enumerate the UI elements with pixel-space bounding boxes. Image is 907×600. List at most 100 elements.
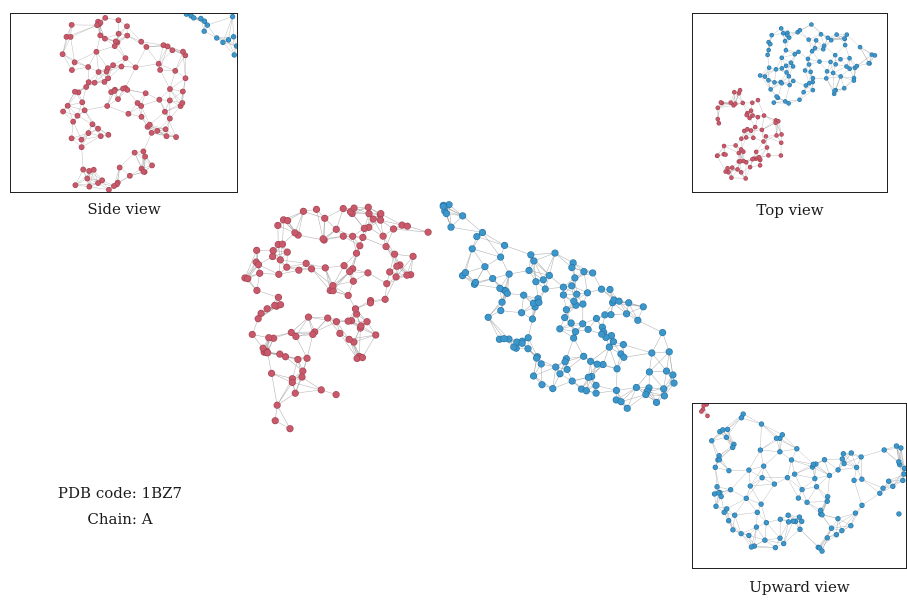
side-red-node (124, 32, 131, 39)
side-red-edge (169, 70, 176, 90)
side-red-edge (143, 132, 152, 152)
blue-chain-node (601, 311, 609, 319)
side-blue-node (214, 35, 220, 41)
blue-chain-node (473, 232, 481, 241)
side-red-node (89, 121, 96, 128)
red-chain-edge (271, 373, 293, 383)
up-blue-node (835, 467, 841, 473)
top-red-node (741, 158, 746, 164)
blue-chain-node (571, 274, 579, 282)
up-blue-edge (743, 413, 762, 425)
blue-chain-node (645, 368, 654, 376)
top-blue-node (806, 37, 811, 42)
red-chain-edge (308, 316, 337, 322)
red-chain-node (276, 256, 284, 264)
side-red-node (134, 100, 141, 106)
up-blue-node (821, 456, 828, 463)
up-blue-node (712, 464, 719, 471)
blue-chain-edge (566, 337, 574, 359)
side-red-edge (125, 67, 136, 89)
top-blue-node (787, 82, 792, 88)
side-red-edge (158, 50, 173, 64)
red-chain-edge (276, 382, 293, 406)
top-blue-node (838, 74, 843, 79)
top-blue-node (757, 73, 763, 78)
up-blue-node (760, 463, 767, 469)
red-chain-node (381, 295, 389, 303)
up-blue-edge (843, 453, 857, 468)
red-chain-edge (380, 213, 403, 226)
up-blue-edge (728, 520, 742, 534)
red-chain-node (278, 240, 287, 248)
blue-chain-node (660, 385, 668, 393)
up-blue-edge (761, 423, 783, 435)
up-blue-node (826, 472, 833, 479)
side-red-node (101, 35, 108, 42)
up-blue-node (833, 531, 840, 538)
blue-chain-node (538, 381, 546, 389)
blue-chain-node (582, 387, 590, 395)
top-blue-node (821, 43, 827, 49)
blue-chain-nodes (439, 201, 678, 412)
red-chain-node (386, 268, 394, 276)
up-blue-node (726, 467, 732, 474)
side-red-edge (169, 88, 183, 104)
red-chain-edge (336, 208, 344, 230)
side-red-edge (175, 51, 184, 71)
up-blue-node (753, 524, 760, 530)
up-blue-node (754, 509, 761, 516)
top-blue-edge (811, 24, 828, 38)
side-red-edge (81, 135, 101, 148)
red-chain-node (265, 334, 273, 342)
up-blue-edge (841, 512, 856, 531)
red-chain-node (274, 293, 283, 301)
red-chain-node (304, 313, 313, 321)
blue-chain-node (620, 353, 628, 361)
up-blue-edge (794, 466, 813, 475)
red-chain-node (275, 270, 283, 278)
up-blue-edge (760, 450, 764, 467)
side-red-node (81, 107, 88, 114)
top-red-node (747, 115, 752, 121)
up-blue-edge (892, 468, 905, 487)
top-red-node (733, 143, 738, 148)
up-blue-edge (861, 449, 885, 458)
up-blue-node (848, 450, 854, 456)
up-blue-edge (787, 477, 799, 499)
blue-chain-edge (487, 317, 510, 340)
up-blue-node (748, 544, 755, 550)
side-red-node (125, 110, 132, 117)
blue-chain-node (517, 309, 526, 317)
blue-chain-edge (609, 347, 618, 369)
up-blue-edge (719, 447, 733, 460)
red-chain-edge (306, 334, 314, 359)
red-chain-node (332, 318, 341, 326)
up-blue-node (896, 511, 902, 517)
top-red-node (752, 124, 758, 130)
side-blue-edge (222, 16, 233, 43)
red-chain-node (271, 301, 279, 310)
top-red-node (735, 167, 740, 172)
red-chain-node (383, 280, 391, 288)
up-blue-node (727, 486, 734, 493)
red-chain-edge (282, 219, 284, 245)
up-blue-edge (896, 445, 905, 469)
top-blue-node (828, 37, 834, 43)
up-blue-edge (750, 483, 775, 487)
red-chain-node (382, 242, 390, 251)
top-blue-node (838, 56, 843, 62)
blue-chain-node (589, 269, 597, 277)
blue-chain-node (503, 289, 511, 297)
top-blue-node (786, 73, 792, 79)
blue-chain-node (579, 320, 587, 328)
top-red-node (736, 150, 742, 156)
side-red-edge (159, 69, 171, 90)
side-red-node (99, 177, 105, 184)
up-blue-node (853, 464, 860, 471)
up-blue-node (738, 530, 744, 537)
up-blue-node (851, 477, 857, 484)
up-blue-node (724, 426, 731, 433)
up-blue-node (898, 445, 904, 451)
top-blue-node (762, 74, 768, 79)
